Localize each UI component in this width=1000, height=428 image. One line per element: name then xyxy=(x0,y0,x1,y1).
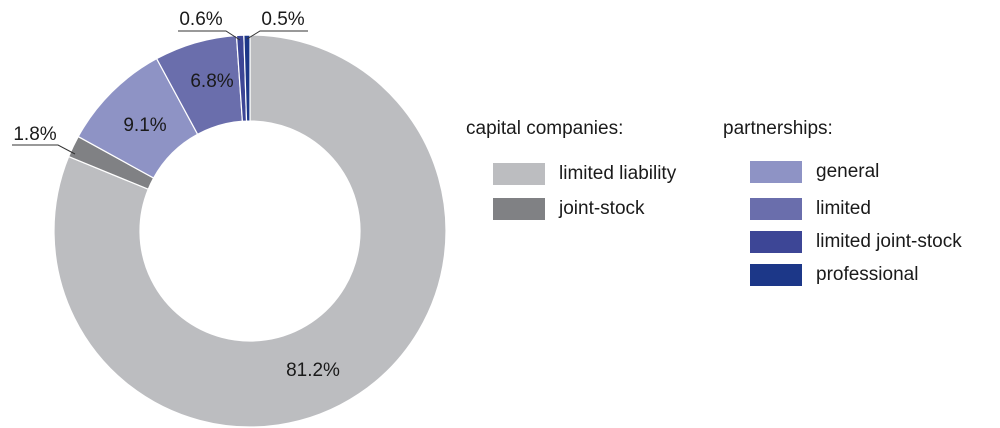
legend-item-limited: limited xyxy=(750,196,871,222)
data-label-general: 9.1% xyxy=(123,115,166,136)
legend-swatch xyxy=(750,198,802,220)
legend-item-limited-joint-stock: limited joint-stock xyxy=(750,229,962,255)
legend-label: joint-stock xyxy=(559,198,645,219)
leader-line-professional xyxy=(246,30,308,40)
legend-item-general: general xyxy=(750,159,879,185)
legend-swatch xyxy=(493,198,545,220)
legend-swatch xyxy=(750,161,802,183)
data-label-limited-liability: 81.2% xyxy=(286,360,340,381)
legend-group-title-capital-companies: capital companies: xyxy=(466,118,624,139)
legend-swatch xyxy=(493,163,545,185)
data-label-professional: 0.5% xyxy=(261,9,304,30)
data-label-limited: 6.8% xyxy=(190,71,233,92)
legend-swatch xyxy=(750,231,802,253)
legend-item-professional: professional xyxy=(750,262,918,288)
legend-item-joint-stock: joint-stock xyxy=(493,196,645,222)
data-label-limited-joint-stock: 0.6% xyxy=(179,9,222,30)
slice-professional xyxy=(243,34,251,122)
legend-label: limited joint-stock xyxy=(816,231,962,252)
data-label-joint-stock: 1.8% xyxy=(13,124,56,145)
slice-limited-liability xyxy=(53,34,447,428)
leader-line-limited-joint-stock xyxy=(178,30,241,41)
legend-label: limited xyxy=(816,198,871,219)
legend-label: limited liability xyxy=(559,163,677,184)
legend-item-limited-liability: limited liability xyxy=(493,161,676,187)
legend-swatch xyxy=(750,264,802,286)
leader-line-joint-stock xyxy=(12,144,76,155)
legend-group-title-partnerships: partnerships: xyxy=(723,118,833,139)
legend-label: professional xyxy=(816,264,919,285)
legend-label: general xyxy=(816,161,880,182)
